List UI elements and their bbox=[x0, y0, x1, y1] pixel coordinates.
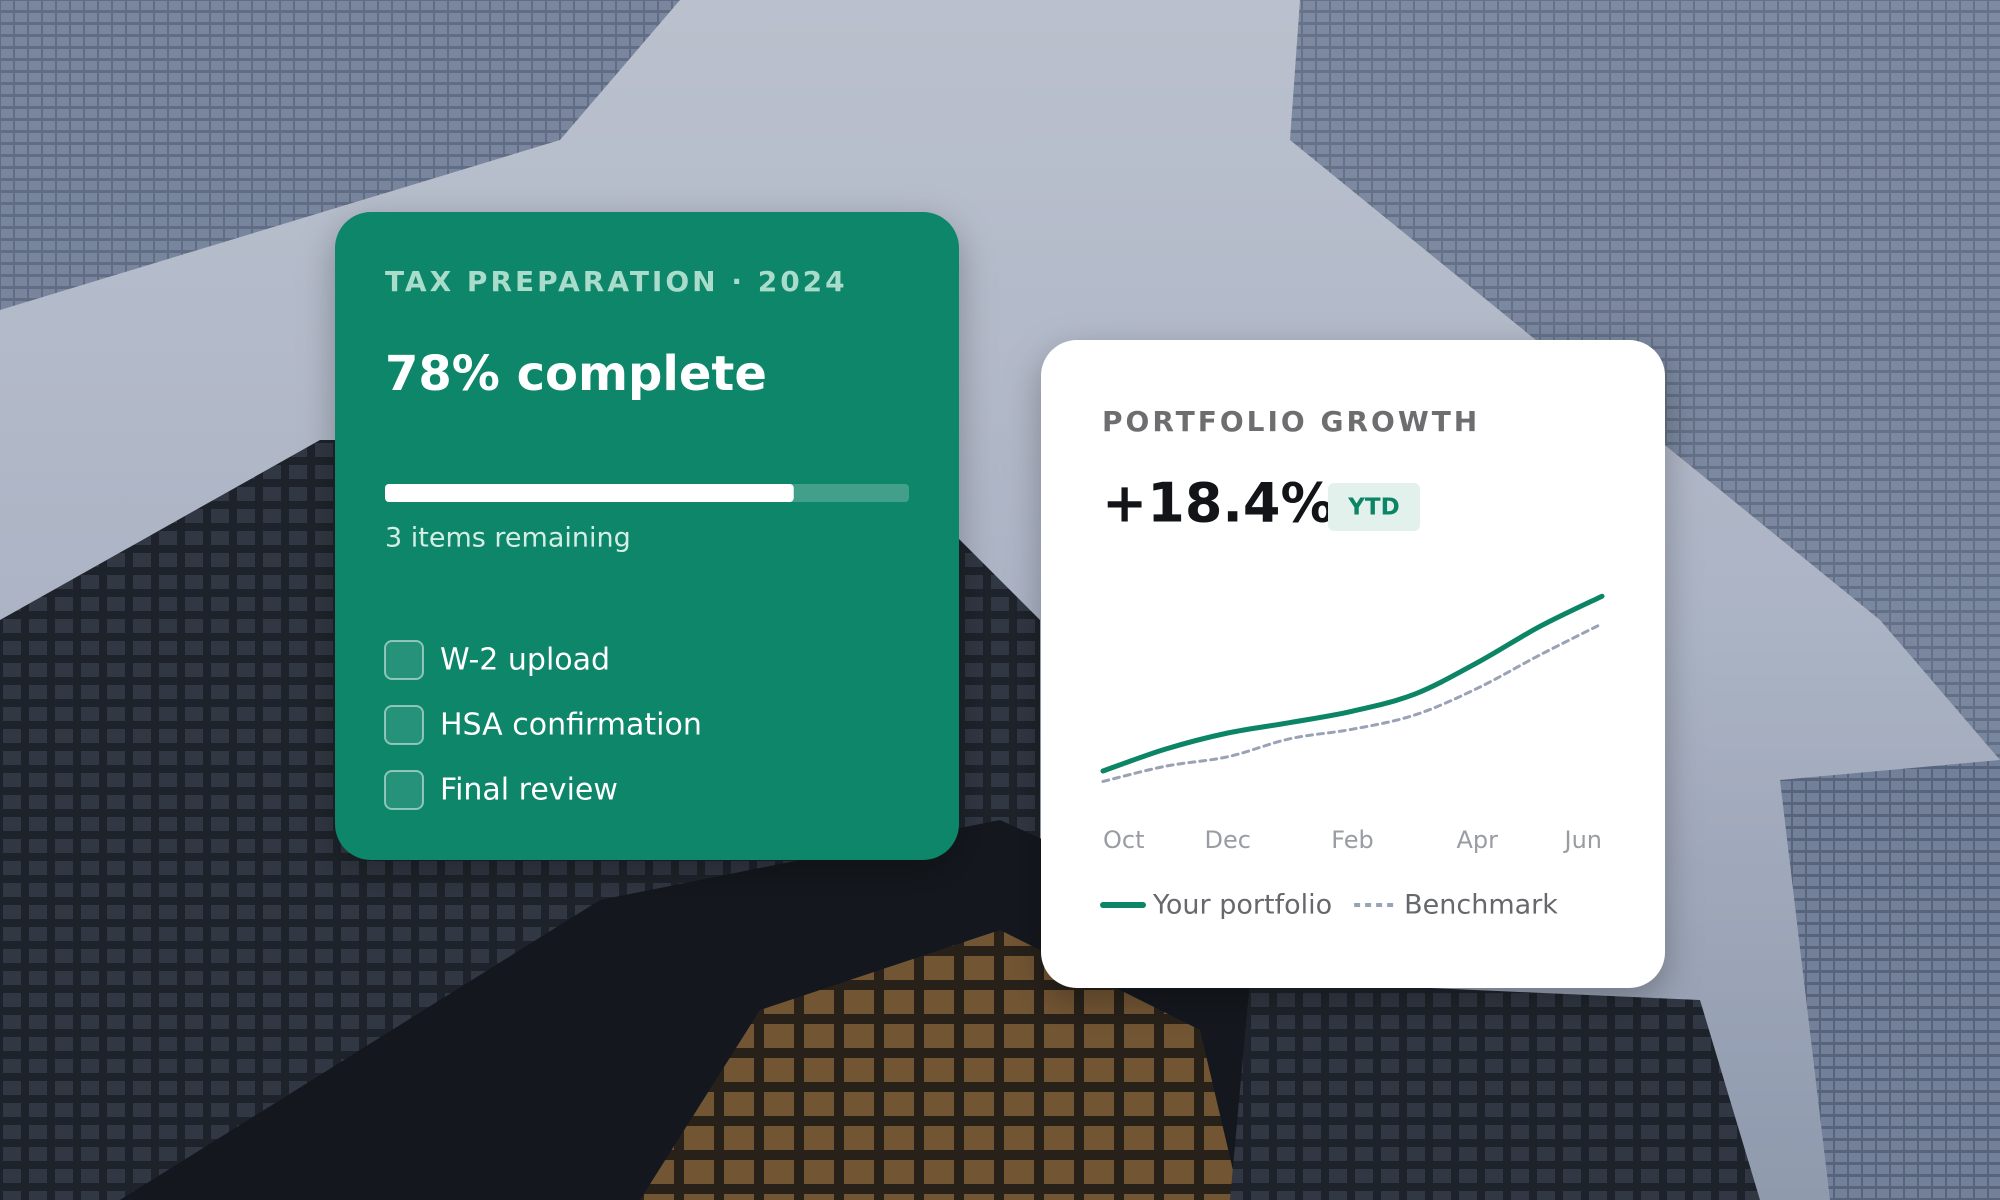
chart-title: PORTFOLIO GROWTH bbox=[1102, 405, 1480, 438]
card-eyebrow: TAX PREPARATION · 2024 bbox=[385, 265, 848, 298]
x-tick-label: Jun bbox=[1563, 826, 1603, 854]
headline-value: +18.4% bbox=[1102, 472, 1335, 535]
checkbox[interactable] bbox=[384, 705, 424, 745]
checklist-item: W-2 upload bbox=[440, 643, 610, 678]
portfolio-card: PORTFOLIO GROWTH +18.4% YTD Oct Dec Feb Apr… bbox=[1041, 340, 1665, 988]
portfolio-line bbox=[1100, 593, 1605, 774]
benchmark-line bbox=[1101, 622, 1604, 783]
card-surface bbox=[1041, 340, 1665, 988]
remaining-count: 3 items remaining bbox=[385, 523, 631, 554]
legend-label: Benchmark bbox=[1404, 890, 1558, 921]
checklist-item: Final review bbox=[440, 773, 618, 808]
x-tick-label: Apr bbox=[1456, 826, 1498, 854]
progress-fill bbox=[385, 484, 794, 502]
tax-card: TAX PREPARATION · 2024 78% complete 3 it… bbox=[335, 212, 959, 860]
legend-label: Your portfolio bbox=[1152, 890, 1332, 921]
card-surface bbox=[335, 212, 959, 860]
badge-label: YTD bbox=[1347, 495, 1399, 521]
checklist-item: HSA confirmation bbox=[440, 708, 702, 743]
checkbox[interactable] bbox=[384, 640, 424, 680]
checklist: W-2 upload HSA confirmation Final review bbox=[384, 640, 702, 810]
badge bbox=[1328, 483, 1420, 531]
x-tick-label: Oct bbox=[1103, 826, 1145, 854]
x-tick-label: Feb bbox=[1331, 826, 1374, 854]
progress-headline: 78% complete bbox=[385, 346, 767, 402]
x-tick-label: Dec bbox=[1205, 826, 1251, 854]
checkbox[interactable] bbox=[384, 770, 424, 810]
